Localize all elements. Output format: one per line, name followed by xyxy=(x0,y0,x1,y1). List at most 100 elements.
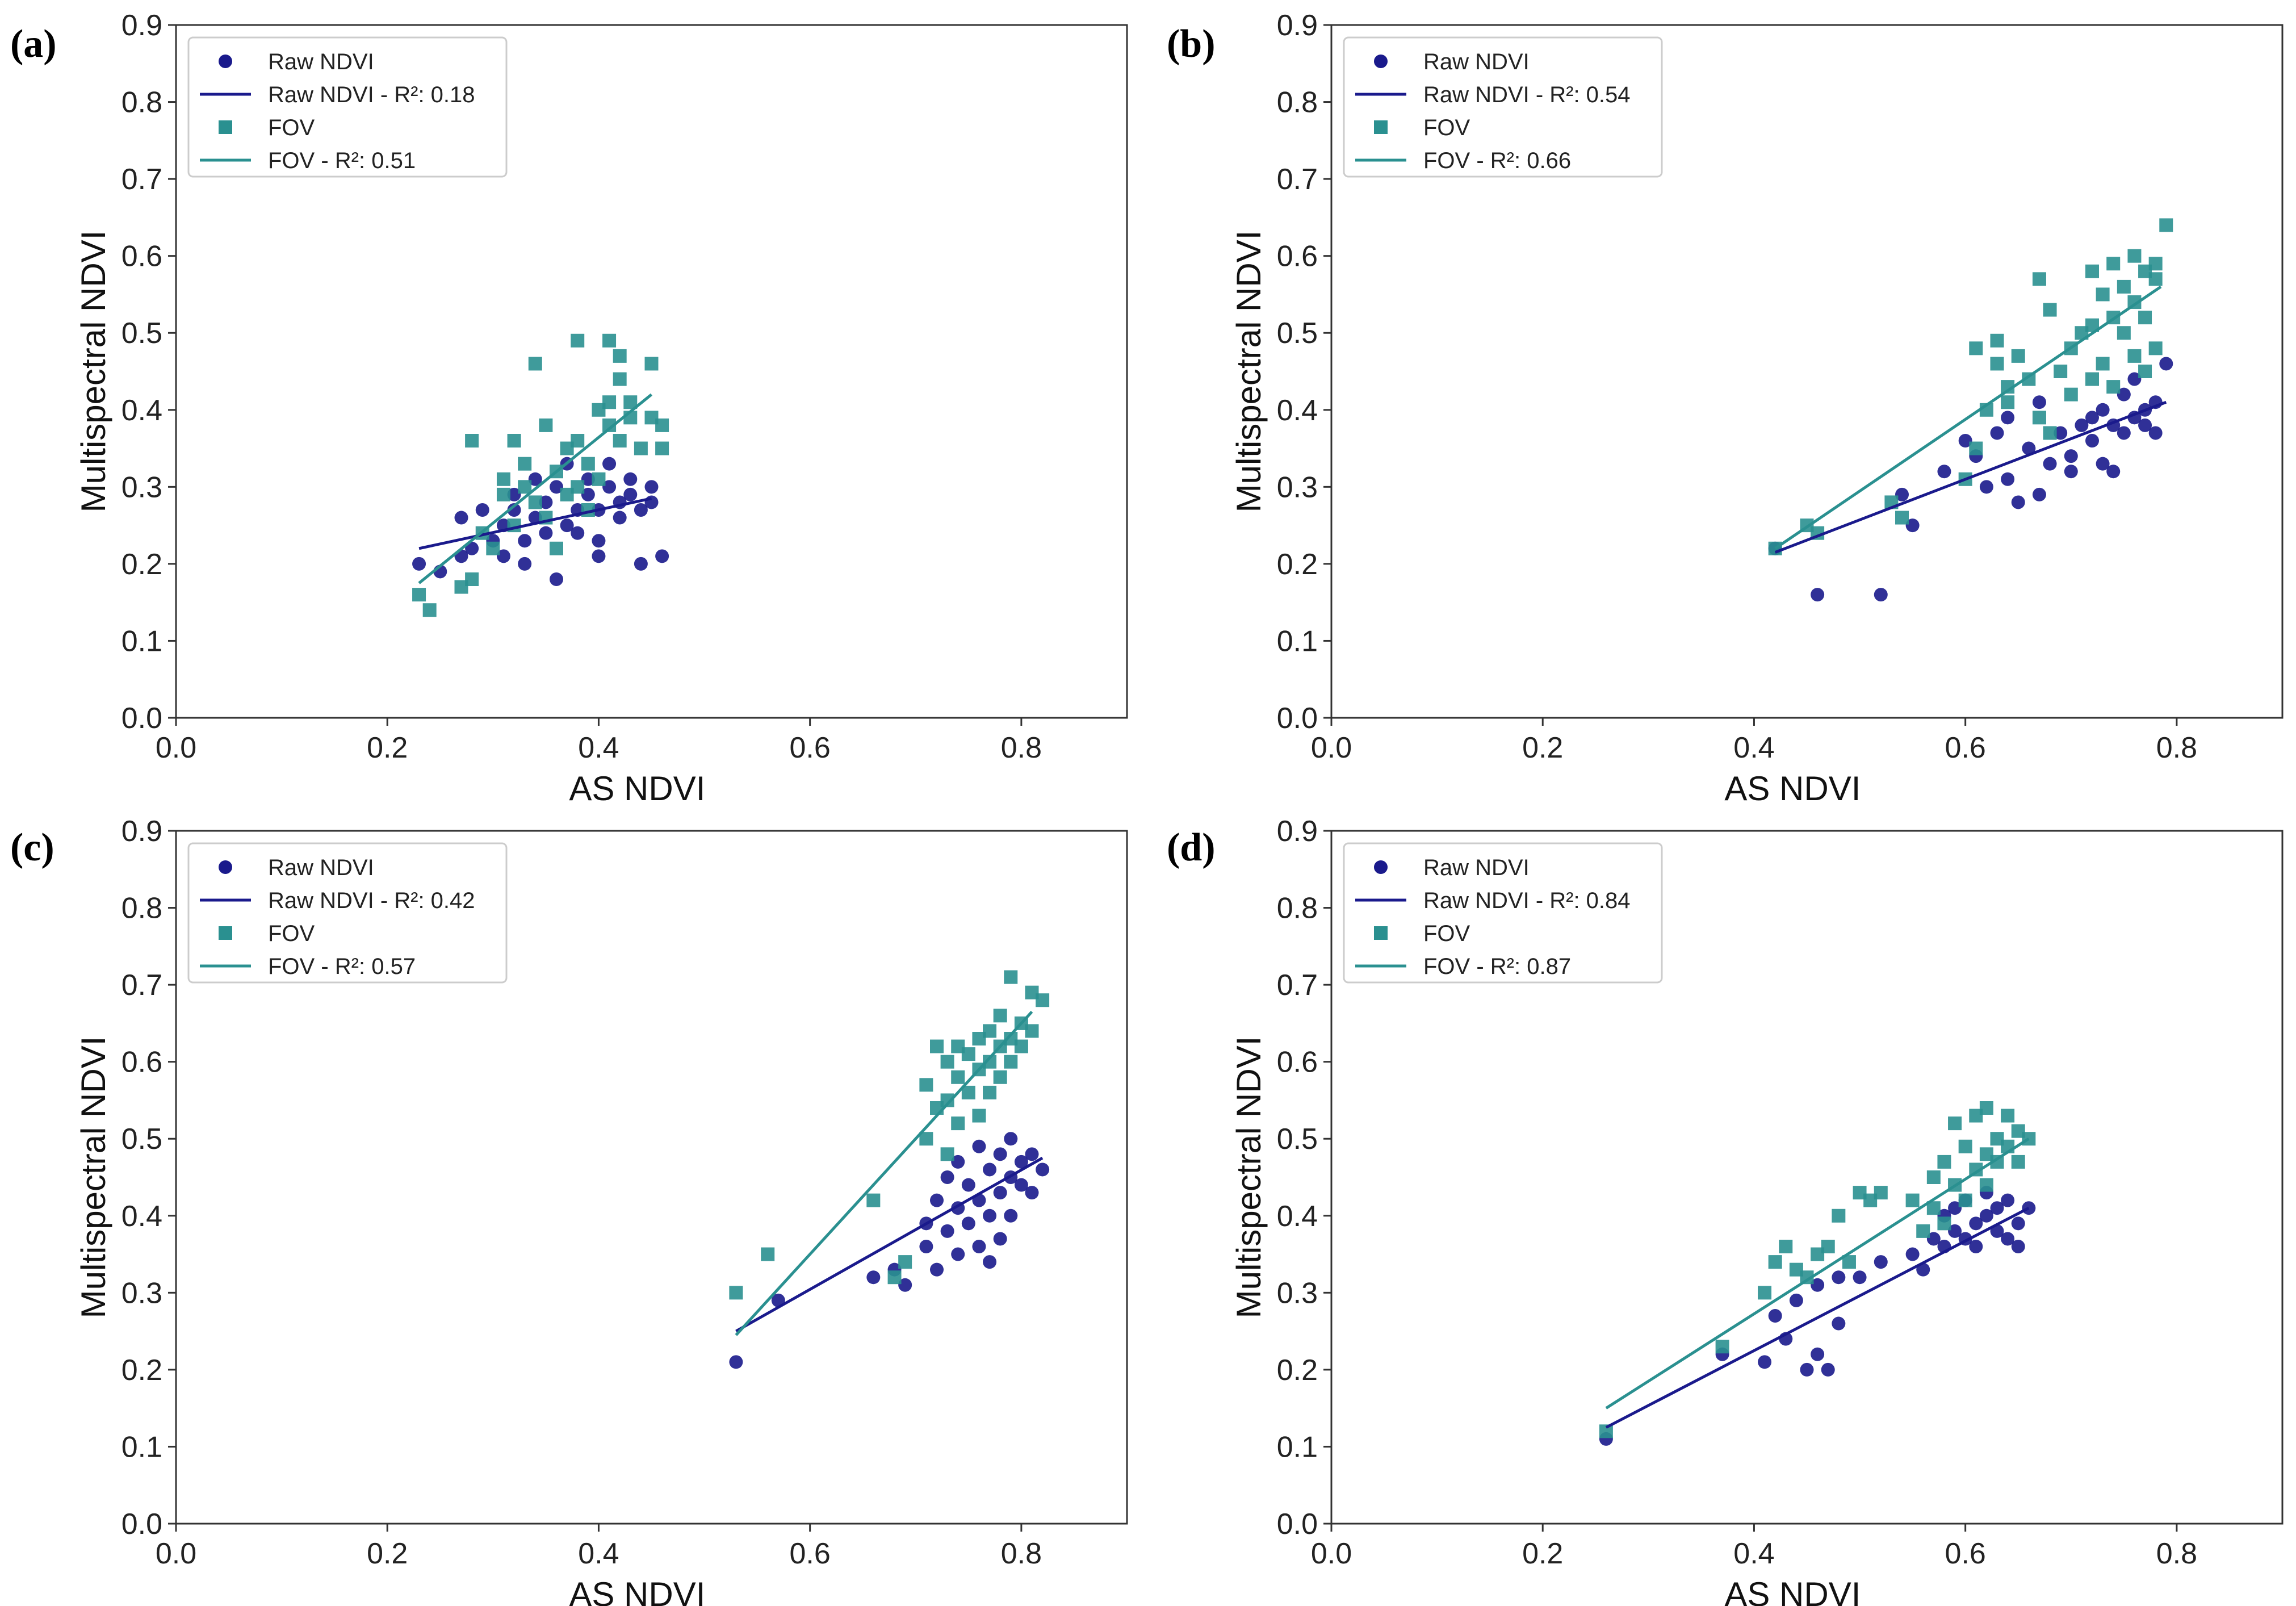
legend-label: FOV xyxy=(1423,921,1470,946)
point-fov xyxy=(2106,257,2121,271)
point-fov xyxy=(518,457,532,471)
y-tick-label: 0.4 xyxy=(121,394,162,427)
point-raw-ndvi xyxy=(2011,1216,2025,1231)
y-tick-label: 0.4 xyxy=(1277,1200,1318,1233)
chart-panel-3: (c) 0.0 0.1 0.2 0.3 0.4 0.5 0.6 0.7 0.8 0.9 0.0 0.2 0… xyxy=(10,815,1128,1606)
point-fov xyxy=(972,1109,986,1123)
legend-label: Raw NDVI - R²: 0.54 xyxy=(1423,82,1631,107)
point-fov xyxy=(1758,1286,1772,1300)
point-fov xyxy=(1926,1170,1941,1184)
point-raw-ndvi xyxy=(940,1170,954,1184)
legend-marker-raw xyxy=(1374,860,1388,874)
point-raw-ndvi xyxy=(581,472,595,486)
point-raw-ndvi xyxy=(634,503,648,517)
point-raw-ndvi xyxy=(1800,1362,1814,1377)
y-tick-label: 0.1 xyxy=(121,625,162,658)
point-raw-ndvi xyxy=(1832,1316,1846,1331)
y-tick-label: 0.2 xyxy=(1277,548,1318,581)
point-raw-ndvi xyxy=(1990,426,2004,440)
point-raw-ndvi xyxy=(930,1193,944,1207)
point-fov xyxy=(887,1270,902,1285)
chart-panel-4: (d) 0.0 0.1 0.2 0.3 0.4 0.5 0.6 0.7 0.8 0.9 0.0 0.2 0… xyxy=(1167,815,2284,1606)
x-tick-label: 0.8 xyxy=(1001,1537,1042,1570)
x-axis-label: AS NDVI xyxy=(1724,1575,1861,1606)
plot-frame xyxy=(175,24,1128,719)
point-fov xyxy=(592,472,606,486)
point-raw-ndvi xyxy=(1948,1224,1962,1238)
x-tick-label: 0.6 xyxy=(790,731,831,764)
y-tick-label: 0.9 xyxy=(121,9,162,42)
point-fov xyxy=(2011,349,2025,363)
point-raw-ndvi xyxy=(1874,1255,1888,1269)
y-tick-label: 0.7 xyxy=(121,969,162,1002)
point-raw-ndvi xyxy=(1004,1208,1018,1223)
point-raw-ndvi xyxy=(1958,434,1972,447)
point-raw-ndvi xyxy=(1768,1309,1782,1323)
point-fov xyxy=(1874,1186,1888,1200)
point-fov xyxy=(1990,357,2004,371)
point-fov xyxy=(940,1147,954,1161)
y-tick-label: 0.6 xyxy=(121,1046,162,1079)
point-raw-ndvi xyxy=(961,1216,975,1231)
point-raw-ndvi xyxy=(1979,1208,1993,1223)
point-fov xyxy=(496,487,510,501)
point-raw-ndvi xyxy=(2032,487,2046,501)
point-raw-ndvi xyxy=(2096,403,2110,417)
point-raw-ndvi xyxy=(1004,1132,1018,1146)
point-fov xyxy=(2127,349,2142,363)
point-raw-ndvi xyxy=(623,487,638,501)
x-tick-label: 0.6 xyxy=(790,1537,831,1570)
point-fov xyxy=(951,1070,965,1084)
point-raw-ndvi xyxy=(919,1240,933,1253)
plot-frame xyxy=(1330,830,2284,1525)
legend: Raw NDVI Raw NDVI - R²: 0.42 FOV FOV - R²: … xyxy=(187,842,508,984)
legend-marker-raw xyxy=(1374,55,1388,68)
point-raw-ndvi xyxy=(528,511,542,525)
point-fov xyxy=(1004,970,1018,984)
point-fov xyxy=(1979,1101,1993,1115)
y-tick-label: 0.1 xyxy=(1277,625,1318,658)
x-tick-label: 0.0 xyxy=(156,1537,196,1570)
x-tick-label: 0.8 xyxy=(1001,731,1042,764)
point-fov xyxy=(729,1286,743,1300)
fit-line-raw-ndvi xyxy=(1774,400,2167,554)
point-raw-ndvi xyxy=(613,511,627,525)
point-raw-ndvi xyxy=(1025,1186,1039,1200)
point-fov xyxy=(2011,1155,2025,1169)
legend-label: Raw NDVI - R²: 0.84 xyxy=(1423,888,1631,913)
point-raw-ndvi xyxy=(2085,411,2099,425)
point-raw-ndvi xyxy=(2043,457,2057,471)
legend-box xyxy=(187,842,508,984)
point-fov xyxy=(571,333,585,348)
chart-panel-2: (b) 0.0 0.1 0.2 0.3 0.4 0.5 0.6 0.7 0.8 0.9 0.0 0.2 0… xyxy=(1167,9,2284,808)
point-raw-ndvi xyxy=(2001,1232,2015,1246)
y-tick-label: 0.1 xyxy=(121,1431,162,1463)
point-raw-ndvi xyxy=(655,549,669,563)
point-fov xyxy=(1036,993,1050,1007)
point-fov xyxy=(2106,380,2121,394)
point-fov xyxy=(898,1255,912,1269)
x-axis-label: AS NDVI xyxy=(569,769,705,808)
y-tick-label: 0.0 xyxy=(1277,702,1318,735)
point-raw-ndvi xyxy=(507,487,521,501)
point-raw-ndvi xyxy=(2054,426,2068,440)
y-tick-label: 0.5 xyxy=(121,1123,162,1156)
fit-line-fov xyxy=(1774,285,2162,550)
point-fov xyxy=(2148,257,2163,271)
point-raw-ndvi xyxy=(539,526,553,540)
x-tick-label: 0.0 xyxy=(1311,731,1352,764)
x-tick-label: 0.2 xyxy=(1522,731,1563,764)
y-tick-label: 0.6 xyxy=(1277,1046,1318,1079)
point-raw-ndvi xyxy=(983,1208,997,1223)
point-fov xyxy=(1969,441,1983,455)
point-fov xyxy=(486,541,500,555)
point-fov xyxy=(961,1047,975,1061)
legend-marker-raw xyxy=(219,55,232,68)
point-raw-ndvi xyxy=(1948,1201,1962,1215)
legend-box xyxy=(1343,36,1663,178)
y-tick-label: 0.6 xyxy=(121,240,162,273)
point-raw-ndvi xyxy=(1821,1362,1835,1377)
y-tick-label: 0.8 xyxy=(1277,86,1318,119)
x-tick-label: 0.6 xyxy=(1945,731,1986,764)
point-fov xyxy=(528,495,542,509)
